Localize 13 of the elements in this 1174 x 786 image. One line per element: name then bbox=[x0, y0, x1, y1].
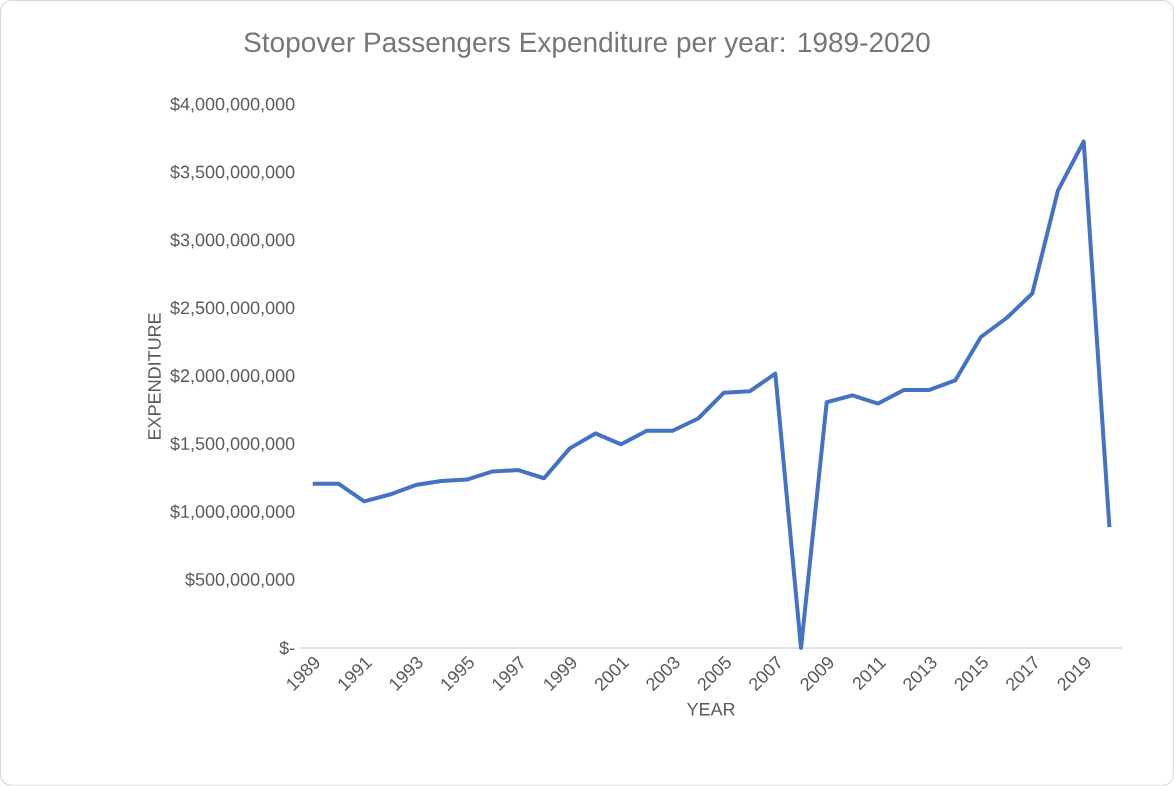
y-tick-label: $1,000,000,000 bbox=[170, 504, 295, 521]
y-tick-label: $2,000,000,000 bbox=[170, 368, 295, 385]
y-tick-label: $500,000,000 bbox=[185, 572, 295, 589]
y-tick-label: $2,500,000,000 bbox=[170, 300, 295, 317]
x-axis-title: YEAR bbox=[686, 703, 735, 716]
chart-title: Stopover Passengers Expenditure per year: 1989-2020 bbox=[244, 31, 930, 58]
y-tick-label: $- bbox=[279, 640, 295, 656]
y-tick-label: $4,000,000,000 bbox=[170, 97, 295, 113]
y-tick-label: $3,000,000,000 bbox=[170, 232, 295, 249]
y-tick-label: $1,500,000,000 bbox=[170, 436, 295, 453]
line-series bbox=[310, 139, 1112, 651]
y-tick-label: $3,500,000,000 bbox=[170, 164, 295, 181]
y-axis-title: EXPENDITURE bbox=[148, 313, 161, 440]
